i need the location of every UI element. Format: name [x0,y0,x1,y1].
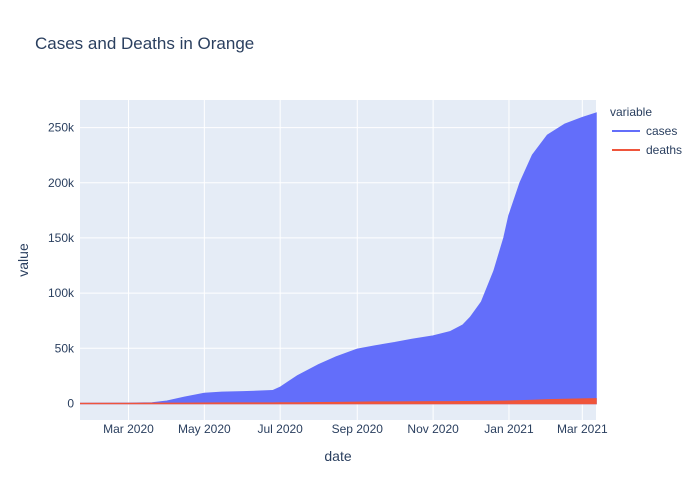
chart-title: Cases and Deaths in Orange [35,34,255,53]
y-tick-label: 250k [48,121,75,135]
legend-label-deaths: deaths [646,143,682,157]
x-axis-title: date [324,448,351,464]
legend: variable cases deaths [610,105,682,157]
y-tick-label: 50k [55,341,75,355]
series-area-cases [79,112,597,405]
y-tick-label: 100k [48,286,75,300]
y-axis-title: value [15,243,31,277]
y-tick-label: 200k [48,176,75,190]
x-tick-label: Mar 2020 [103,422,154,436]
legend-label-cases: cases [646,124,677,138]
x-tick-label: Nov 2020 [407,422,459,436]
x-tick-label: Mar 2021 [557,422,608,436]
data-areas [79,112,597,405]
x-tick-label: Sep 2020 [332,422,384,436]
y-axis-ticks: 0 50k 100k 150k 200k 250k [48,121,75,411]
y-tick-label: 0 [67,396,74,410]
x-tick-label: Jul 2020 [257,422,303,436]
series-area-deaths [80,398,597,405]
legend-title: variable [610,105,652,119]
x-tick-label: May 2020 [178,422,231,436]
x-tick-label: Jan 2021 [484,422,534,436]
x-axis-ticks: Mar 2020 May 2020 Jul 2020 Sep 2020 Nov 2020… [103,422,608,436]
y-tick-label: 150k [48,231,75,245]
